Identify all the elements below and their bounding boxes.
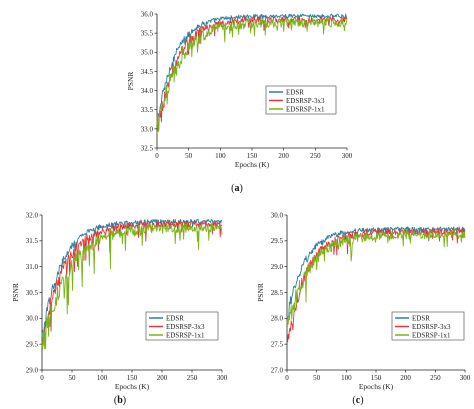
y-tick-label: 34.5 xyxy=(141,68,154,76)
legend-label: EDSRSP-3x3 xyxy=(412,323,451,331)
y-tick-label: 27.5 xyxy=(271,341,284,349)
x-axis-title: Epochs (K) xyxy=(115,382,150,391)
chart-panel-a: 0 50 100 150 200 250 300 32.5 33.0 33.5 34.0 34.5 35… xyxy=(126,10,353,194)
x-tick-label: 300 xyxy=(342,152,353,160)
legend-label: EDSRSP-3x3 xyxy=(286,97,325,105)
y-tick-label: 29.5 xyxy=(26,341,39,349)
x-tick-label: 100 xyxy=(215,152,226,160)
x-tick-label: 0 xyxy=(155,152,159,160)
x-tick-label: 150 xyxy=(127,374,138,382)
legend-label: EDSRSP-1x1 xyxy=(166,331,205,339)
x-tick-label: 250 xyxy=(187,374,198,382)
y-tick-label: 28.5 xyxy=(271,289,284,297)
y-axis-title: PSNR xyxy=(126,72,135,91)
legend-label: EDSRSP-3x3 xyxy=(166,323,205,331)
x-axis-title: Epochs (K) xyxy=(235,160,270,169)
series-line-edsrsp-3x3 xyxy=(156,16,348,135)
chart-panel-b: 0 50 100 150 200 250 300 29.0 29.5 30.0 30.5 31.0 31… xyxy=(11,211,228,406)
series-line-edsrsp-1x1 xyxy=(286,230,466,325)
x-tick-label: 200 xyxy=(157,374,168,382)
x-tick-label: 50 xyxy=(185,152,193,160)
y-tick-label: 32.0 xyxy=(26,211,39,219)
legend-label: EDSRSP-1x1 xyxy=(412,331,451,339)
y-tick-label: 36.0 xyxy=(141,10,154,18)
x-tick-label: 50 xyxy=(69,374,77,382)
x-tick-label: 100 xyxy=(341,374,352,382)
series-line-edsr xyxy=(156,13,348,124)
panel-label: (c) xyxy=(352,395,363,406)
y-tick-label: 31.5 xyxy=(26,237,39,245)
panel-label: (b) xyxy=(114,395,126,406)
y-tick-label: 29.0 xyxy=(271,263,284,271)
y-tick-label: 32.5 xyxy=(141,144,154,152)
x-tick-label: 50 xyxy=(313,374,321,382)
series-line-edsrsp-3x3 xyxy=(286,228,466,344)
x-tick-label: 200 xyxy=(278,152,289,160)
y-axis-title: PSNR xyxy=(11,283,20,302)
x-axis-title: Epochs (K) xyxy=(359,382,394,391)
y-tick-label: 27.0 xyxy=(271,366,284,374)
series-line-edsrsp-1x1 xyxy=(41,222,223,350)
x-tick-label: 300 xyxy=(460,374,471,382)
y-tick-label: 29.5 xyxy=(271,237,284,245)
y-tick-label: 31.0 xyxy=(26,263,39,271)
x-tick-label: 0 xyxy=(285,374,289,382)
y-tick-label: 30.0 xyxy=(271,211,284,219)
chart-panel-c: 0 50 100 150 200 250 300 27.0 27.5 28.0 28.5 29.0 29… xyxy=(256,211,471,406)
y-tick-label: 28.0 xyxy=(271,315,284,323)
x-tick-label: 0 xyxy=(40,374,44,382)
x-tick-label: 250 xyxy=(310,152,321,160)
series-line-edsrsp-1x1 xyxy=(156,17,348,132)
y-tick-label: 34.0 xyxy=(141,87,154,95)
panel-label: (a) xyxy=(231,183,243,194)
x-tick-label: 200 xyxy=(400,374,411,382)
y-tick-label: 35.0 xyxy=(141,49,154,57)
x-tick-label: 300 xyxy=(217,374,228,382)
series-line-edsrsp-3x3 xyxy=(41,220,223,348)
y-tick-label: 33.0 xyxy=(141,125,154,133)
y-tick-label: 33.5 xyxy=(141,106,154,114)
legend-label: EDSRSP-1x1 xyxy=(286,105,325,113)
legend-label: EDSR xyxy=(166,314,184,322)
x-tick-label: 250 xyxy=(430,374,441,382)
x-tick-label: 150 xyxy=(371,374,382,382)
x-tick-label: 150 xyxy=(247,152,258,160)
y-tick-label: 30.0 xyxy=(26,315,39,323)
x-tick-label: 100 xyxy=(97,374,108,382)
y-tick-label: 30.5 xyxy=(26,289,39,297)
legend-label: EDSR xyxy=(286,88,304,96)
y-tick-label: 29.0 xyxy=(26,366,39,374)
y-tick-label: 35.5 xyxy=(141,30,154,38)
legend-label: EDSR xyxy=(412,314,430,322)
y-axis-title: PSNR xyxy=(256,283,265,302)
